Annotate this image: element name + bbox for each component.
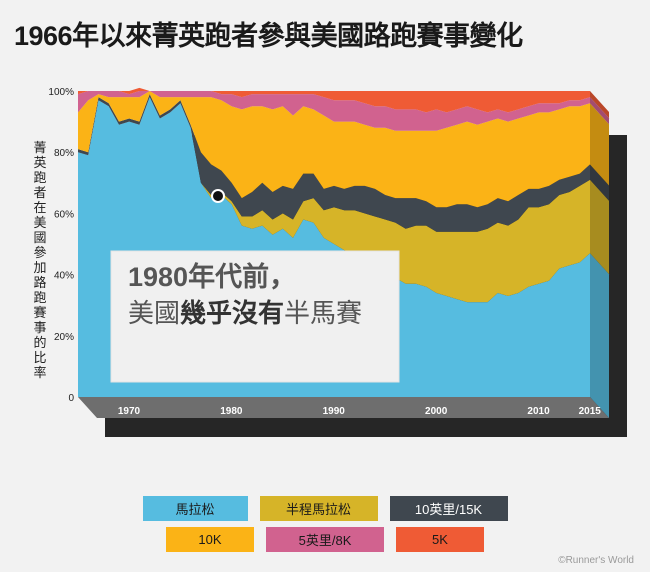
legend-5k: 5K	[396, 527, 484, 552]
area-side-2	[590, 164, 609, 201]
annotation-marker	[211, 189, 225, 203]
legend-row-2: 10K 5英里/8K 5K	[0, 527, 650, 552]
y-tick-label: 40%	[54, 271, 74, 282]
area-side-3	[590, 103, 609, 186]
callout-line1: 1980年代前，	[128, 261, 296, 292]
area-1	[78, 97, 590, 303]
callout-line2: 美國幾乎沒有半馬賽	[128, 298, 362, 328]
x-tick-label: 2000	[425, 406, 448, 417]
y-tick-label: 60%	[54, 209, 74, 220]
area-side-1	[590, 179, 609, 275]
area-side-5	[590, 91, 609, 119]
area-side-4	[590, 97, 609, 125]
legend-row-1: 馬拉松 半程馬拉松 10英里/15K	[0, 496, 650, 521]
area-4	[78, 91, 590, 131]
area-2	[78, 94, 590, 232]
y-tick-label: 100%	[48, 87, 74, 98]
x-tick-label: 2015	[579, 406, 602, 417]
area-3	[78, 91, 590, 208]
y-tick-label: 80%	[54, 148, 74, 159]
chart-title: 1966年以來菁英跑者參與美國路跑賽事變化	[14, 21, 523, 51]
x-axis-band	[78, 397, 609, 418]
legend-marathon: 馬拉松	[142, 496, 248, 521]
y-tick-label: 0	[68, 393, 74, 404]
x-tick-label: 1990	[323, 406, 346, 417]
callout-box	[110, 250, 400, 383]
area-side-0	[590, 253, 609, 418]
x-tick-label: 1980	[220, 406, 243, 417]
x-tick-label: 1970	[118, 406, 141, 417]
legend-10mile-15k: 10英里/15K	[389, 496, 508, 521]
credit: ©Runner's World	[558, 555, 634, 566]
legend-5mile-8k: 5英里/8K	[266, 527, 384, 552]
legend-half-marathon: 半程馬拉松	[259, 496, 378, 521]
y-axis-label: 菁英跑者在美國參加路跑賽事的比率	[33, 140, 47, 380]
callout: 1980年代前， 美國幾乎沒有半馬賽	[110, 250, 400, 383]
area-5	[78, 87, 590, 113]
legend-10k: 10K	[166, 527, 254, 552]
y-tick-label: 20%	[54, 332, 74, 343]
x-tick-label: 2010	[527, 406, 550, 417]
